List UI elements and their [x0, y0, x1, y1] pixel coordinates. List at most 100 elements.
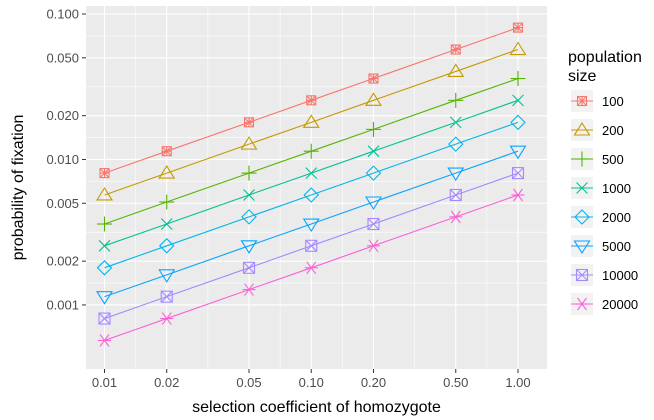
y-tick-label: 0.050 — [46, 50, 79, 65]
series-100 — [99, 22, 524, 179]
legend-item-5000: 5000 — [571, 235, 631, 257]
data-point-2000 — [510, 114, 526, 131]
y-tick-label: 0.100 — [46, 7, 79, 22]
data-point-5000 — [96, 291, 113, 305]
data-point-10000 — [242, 261, 256, 274]
legend-key-marker — [574, 151, 590, 167]
x-tick-label: 0.20 — [361, 375, 386, 390]
data-point-200 — [509, 41, 527, 56]
data-point-5000 — [158, 269, 176, 283]
x-tick-label: 0.10 — [299, 375, 324, 390]
data-point-200 — [447, 63, 465, 77]
y-tick-label: 0.002 — [46, 254, 79, 269]
legend-label: 5000 — [602, 239, 631, 254]
data-point-1000 — [367, 145, 380, 158]
data-point-5000 — [447, 167, 465, 182]
data-point-20000 — [511, 188, 525, 202]
y-tick-label: 0.010 — [46, 152, 79, 167]
data-point-20000 — [98, 334, 111, 347]
data-point-500 — [303, 143, 319, 159]
series-line-5000 — [104, 150, 519, 298]
data-point-100 — [306, 95, 317, 106]
data-point-5000 — [240, 240, 258, 254]
x-axis: 0.01 0.02 0.05 0.10 0.20 0.50 1.00 — [92, 369, 531, 390]
data-point-500 — [97, 216, 112, 232]
x-tick-label: 0.01 — [92, 375, 117, 390]
data-point-1000 — [449, 116, 462, 129]
data-point-500 — [448, 92, 464, 108]
data-point-200 — [158, 165, 176, 179]
series-20000 — [98, 188, 525, 347]
legend-item-20000: 20000 — [571, 293, 638, 315]
data-point-10000 — [160, 290, 173, 303]
major-gridlines — [86, 6, 547, 369]
y-tick-label: 0.005 — [46, 196, 79, 211]
data-point-1000 — [512, 94, 524, 107]
data-point-100 — [368, 73, 379, 84]
data-point-2000 — [303, 187, 320, 203]
data-point-200 — [364, 92, 382, 106]
data-point-10000 — [511, 167, 525, 180]
data-point-500 — [241, 165, 257, 181]
legend-key-marker — [574, 209, 590, 225]
series-200 — [96, 41, 527, 201]
legend-items: 100 200 500 1000 2000 5000 10000 20000 — [571, 90, 638, 315]
data-point-200 — [96, 186, 113, 201]
data-point-5000 — [302, 218, 320, 233]
data-point-100 — [99, 168, 110, 179]
legend-key-marker — [576, 95, 588, 107]
legend-key-marker — [575, 297, 589, 311]
series-layer — [96, 22, 527, 347]
data-point-500 — [510, 71, 526, 87]
legend-label: 2000 — [602, 210, 631, 225]
legend-item-500: 500 — [571, 148, 624, 170]
data-point-2000 — [447, 136, 464, 152]
series-2000 — [96, 114, 526, 276]
x-axis-title: selection coefficient of homozygote — [192, 399, 441, 416]
series-5000 — [96, 145, 527, 305]
x-tick-label: 0.05 — [236, 375, 261, 390]
data-point-1000 — [305, 167, 318, 179]
data-point-100 — [161, 146, 172, 157]
legend-label: 1000 — [602, 181, 631, 196]
legend-title-line-1: population — [568, 49, 642, 66]
data-point-10000 — [367, 217, 380, 231]
data-point-2000 — [158, 238, 175, 254]
data-point-1000 — [160, 218, 173, 230]
x-tick-label: 0.50 — [443, 375, 468, 390]
data-point-1000 — [243, 189, 255, 201]
data-point-100 — [243, 117, 255, 128]
data-point-2000 — [241, 209, 257, 225]
data-point-5000 — [509, 145, 527, 160]
legend-key-marker — [576, 182, 588, 194]
legend-item-10000: 10000 — [571, 264, 638, 286]
series-line-200 — [104, 48, 519, 196]
data-point-100 — [512, 22, 524, 33]
legend-item-1000: 1000 — [571, 177, 631, 199]
legend-label: 200 — [602, 123, 624, 138]
x-tick-label: 0.02 — [154, 375, 179, 390]
legend-item-200: 200 — [571, 119, 624, 141]
series-10000 — [98, 167, 525, 325]
legend-label: 100 — [602, 94, 624, 109]
data-point-1000 — [98, 239, 111, 252]
data-point-10000 — [449, 188, 462, 202]
data-point-500 — [365, 121, 381, 137]
x-tick-label: 1.00 — [505, 375, 530, 390]
data-point-200 — [302, 114, 320, 128]
series-500 — [97, 71, 526, 232]
y-tick-label: 0.020 — [46, 108, 79, 123]
legend-key-marker — [575, 268, 589, 282]
legend-key-marker — [573, 240, 591, 255]
series-1000 — [98, 94, 524, 252]
legend: population size 100200500100020005000100… — [568, 49, 642, 315]
legend-item-100: 100 — [571, 90, 624, 112]
legend-title-line-2: size — [568, 68, 597, 85]
legend-item-2000: 2000 — [571, 206, 631, 228]
data-point-20000 — [366, 239, 380, 253]
y-tick-label: 0.001 — [46, 297, 79, 312]
legend-key-marker — [573, 121, 591, 136]
legend-label: 500 — [602, 152, 624, 167]
data-point-10000 — [305, 239, 318, 252]
